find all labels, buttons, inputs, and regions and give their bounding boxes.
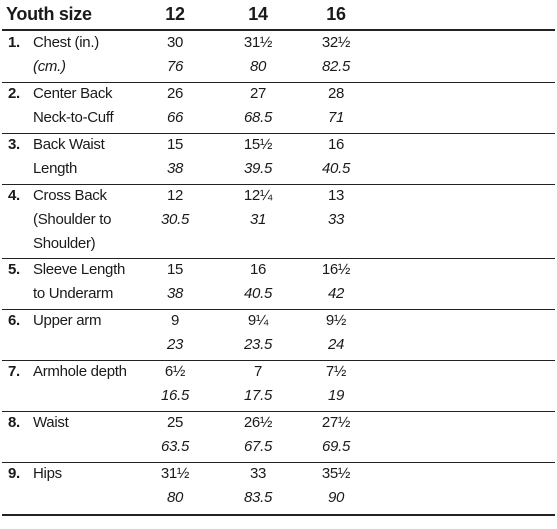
inch-value: 32½ <box>321 34 351 51</box>
cm-value: 90 <box>327 489 345 506</box>
inch-value: 9 <box>170 312 180 329</box>
row-label: Back Waist <box>33 136 105 153</box>
row-number: 9. <box>8 465 20 482</box>
inch-value: 25 <box>166 414 184 431</box>
row-rule <box>2 29 555 31</box>
inch-value: 7 <box>253 363 263 380</box>
row-label: Neck-to-Cuff <box>33 109 114 126</box>
cm-value: 23.5 <box>244 336 272 353</box>
inch-value: 27 <box>249 85 267 102</box>
row-rule <box>2 514 555 516</box>
size-header: 14 <box>248 4 268 24</box>
inch-value: 9¼ <box>247 312 269 329</box>
inch-value: 30 <box>166 34 184 51</box>
inch-value: 12 <box>166 187 184 204</box>
cm-value: 80 <box>166 489 184 506</box>
cm-value: 24 <box>327 336 345 353</box>
size-header: 12 <box>165 4 185 24</box>
row-label: Chest (in.) <box>33 34 99 51</box>
row-label: Shoulder) <box>33 235 96 252</box>
cm-value: 38 <box>166 160 184 177</box>
cm-value: 40.5 <box>244 285 272 302</box>
inch-value: 16½ <box>321 261 351 278</box>
inch-value: 27½ <box>321 414 351 431</box>
cm-value: 71 <box>327 109 345 126</box>
cm-value: 38 <box>166 285 184 302</box>
inch-value: 7½ <box>325 363 347 380</box>
cm-value: 16.5 <box>161 387 189 404</box>
row-rule <box>2 360 555 361</box>
inch-value: 35½ <box>321 465 351 482</box>
inch-value: 26½ <box>243 414 273 431</box>
row-rule <box>2 462 555 463</box>
size-header: 16 <box>326 4 346 24</box>
row-number: 8. <box>8 414 20 431</box>
cm-value: 80 <box>249 58 267 75</box>
row-rule <box>2 411 555 412</box>
inch-value: 31½ <box>160 465 190 482</box>
row-number: 1. <box>8 34 20 51</box>
cm-value: 69.5 <box>322 438 350 455</box>
row-number: 6. <box>8 312 20 329</box>
row-rule <box>2 133 555 134</box>
cm-value: 23 <box>166 336 184 353</box>
row-label: Upper arm <box>33 312 102 329</box>
cm-value: 42 <box>327 285 345 302</box>
cm-value: 40.5 <box>322 160 350 177</box>
inch-value: 16 <box>249 261 267 278</box>
row-label: Center Back <box>33 85 113 102</box>
cm-value: 67.5 <box>244 438 272 455</box>
cm-value: 33 <box>327 211 345 228</box>
row-rule <box>2 258 555 259</box>
inch-value: 12¼ <box>243 187 273 204</box>
inch-value: 33 <box>249 465 267 482</box>
row-label: Cross Back <box>33 187 107 204</box>
cm-value: 63.5 <box>161 438 189 455</box>
row-rule <box>2 309 555 310</box>
row-label: Sleeve Length <box>33 261 126 278</box>
row-number: 5. <box>8 261 20 278</box>
row-rule <box>2 82 555 83</box>
inch-value: 28 <box>327 85 345 102</box>
cm-value: 17.5 <box>244 387 272 404</box>
row-label: Armhole depth <box>33 363 127 380</box>
inch-value: 15 <box>166 136 184 153</box>
cm-value: 68.5 <box>244 109 272 126</box>
cm-value: 39.5 <box>244 160 272 177</box>
cm-value: 83.5 <box>244 489 272 506</box>
inch-value: 26 <box>166 85 184 102</box>
row-number: 7. <box>8 363 20 380</box>
row-number: 2. <box>8 85 20 102</box>
row-label: Waist <box>33 414 69 431</box>
row-number: 3. <box>8 136 20 153</box>
row-rule <box>2 184 555 185</box>
table-title: Youth size <box>6 4 92 24</box>
inch-value: 13 <box>327 187 345 204</box>
cm-value: 30.5 <box>161 211 189 228</box>
row-label: Hips <box>33 465 62 482</box>
cm-value: 19 <box>327 387 345 404</box>
inch-value: 15 <box>166 261 184 278</box>
row-label: to Underarm <box>33 285 114 302</box>
row-label: (Shoulder to <box>33 211 112 228</box>
inch-value: 16 <box>327 136 345 153</box>
row-label: (cm.) <box>33 58 66 75</box>
inch-value: 31½ <box>243 34 273 51</box>
row-number: 4. <box>8 187 20 204</box>
cm-value: 66 <box>166 109 184 126</box>
row-label: Length <box>33 160 78 177</box>
cm-value: 31 <box>249 211 267 228</box>
inch-value: 15½ <box>243 136 273 153</box>
cm-value: 82.5 <box>322 58 350 75</box>
inch-value: 6½ <box>164 363 186 380</box>
inch-value: 9½ <box>325 312 347 329</box>
cm-value: 76 <box>166 58 184 75</box>
